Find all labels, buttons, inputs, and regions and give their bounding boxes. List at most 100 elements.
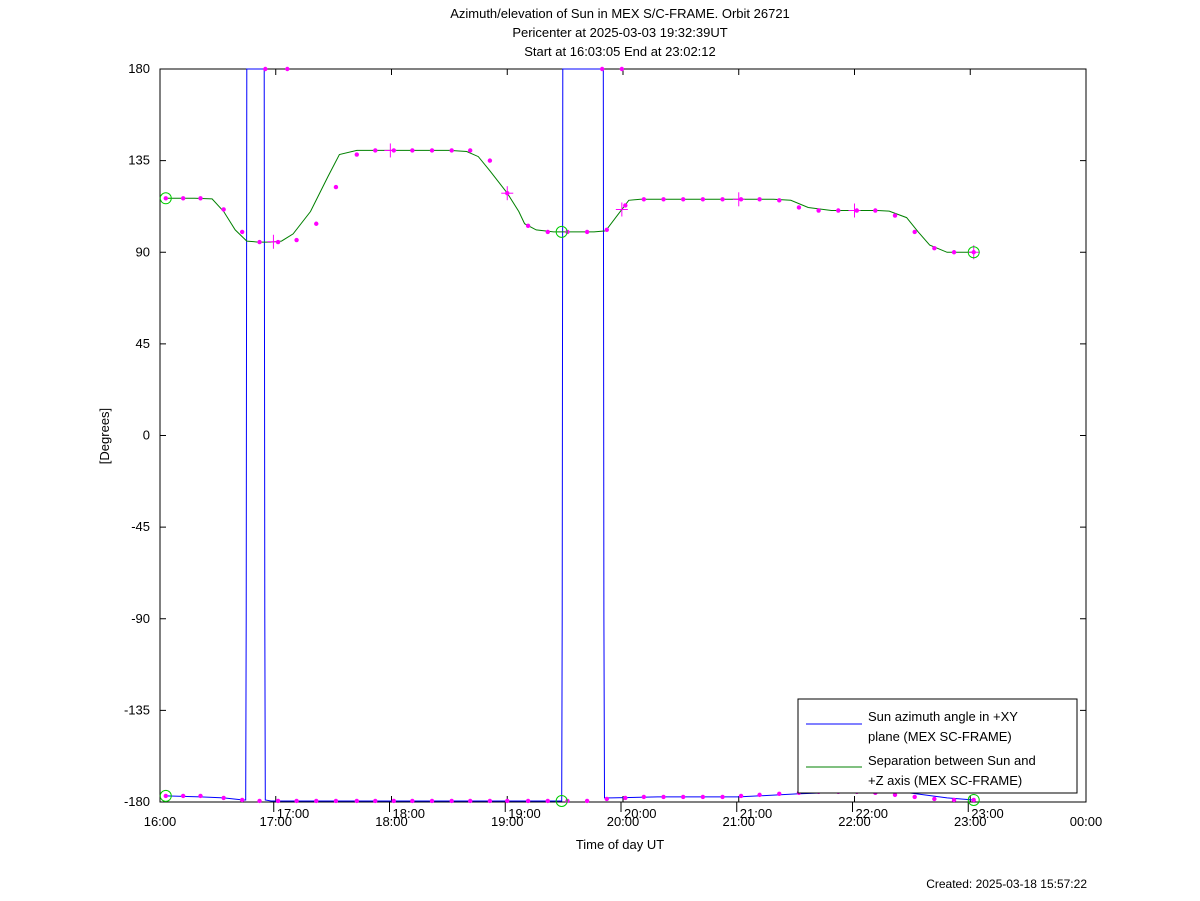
start-circle-separation (159, 192, 172, 205)
azimuth-marker (180, 793, 186, 799)
separation-marker (951, 250, 957, 255)
separation-marker (777, 198, 782, 203)
separation-marker (545, 229, 550, 235)
secondary-tick-label: 18:00 (393, 806, 426, 821)
series-azimuth-line (165, 68, 974, 802)
azimuth-marker (604, 796, 609, 802)
azimuth-marker (257, 798, 262, 804)
y-tick-label: 90 (136, 244, 150, 259)
azimuth-marker (163, 793, 168, 799)
x-tick-label: 22:00 (838, 814, 871, 829)
azimuth-marker (623, 795, 628, 801)
secondary-tick-label: 22:00 (856, 806, 889, 821)
separation-marker (757, 197, 762, 202)
azimuth-marker (700, 794, 706, 800)
chart-subtitle-pericenter: Pericenter at 2025-03-03 19:32:39UT (512, 25, 728, 40)
created-timestamp: Created: 2025-03-18 15:57:22 (926, 877, 1087, 891)
series-separation-line (165, 149, 974, 253)
x-tick-label: 20:00 (607, 814, 640, 829)
separation-marker (836, 208, 841, 213)
azimuth-marker (198, 793, 203, 799)
azimuth-wrap-marker (285, 66, 290, 72)
azimuth-marker (641, 794, 647, 800)
azimuth-marker (584, 798, 590, 804)
separation-marker (198, 196, 203, 201)
azimuth-marker (661, 794, 666, 800)
separation-marker (487, 158, 493, 163)
azimuth-marker (449, 798, 454, 804)
separation-marker (410, 148, 415, 153)
azimuth-marker (892, 792, 898, 798)
azimuth-marker (720, 794, 725, 800)
y-axis-ticks: -180 -135 -90 -45 0 45 90 135 180 (124, 61, 1086, 809)
separation-marker (720, 197, 725, 202)
separation-marker (525, 223, 531, 228)
azimuth-marker (932, 796, 937, 802)
separation-marker (429, 148, 435, 153)
marker-layer (159, 66, 980, 807)
x-tick-label: 21:00 (722, 814, 755, 829)
separation-marker (314, 221, 319, 226)
azimuth-marker (354, 798, 359, 804)
y-tick-label: 180 (128, 61, 150, 76)
azimuth-marker (239, 797, 245, 803)
x-tick-label: 19:00 (491, 814, 524, 829)
azimuth-wrap-marker (619, 66, 625, 72)
y-tick-label: 45 (136, 336, 150, 351)
azimuth-marker (525, 798, 531, 804)
separation-marker (873, 208, 878, 213)
azimuth-marker (487, 798, 493, 804)
separation-marker (180, 196, 186, 201)
secondary-tick-label: 19:00 (508, 806, 541, 821)
separation-marker (623, 203, 628, 208)
chart-title: Azimuth/elevation of Sun in MEX S/C-FRAM… (450, 6, 790, 21)
separation-marker (294, 237, 299, 243)
separation-marker (584, 229, 590, 235)
separation-marker (796, 205, 802, 210)
azimuth-marker (545, 798, 550, 804)
separation-marker (680, 197, 686, 202)
chart-title-block: Azimuth/elevation of Sun in MEX S/C-FRAM… (0, 4, 1200, 61)
azimuth-marker (951, 797, 957, 803)
separation-marker (700, 197, 706, 202)
legend-box (797, 698, 1078, 794)
y-tick-label: -90 (131, 611, 150, 626)
azimuth-marker (680, 794, 686, 800)
separation-marker (468, 148, 473, 153)
azimuth-marker (333, 798, 339, 804)
plot-frame (159, 68, 1087, 803)
azimuth-wrap-marker (263, 66, 268, 72)
separation-marker (449, 148, 454, 153)
start-circle-azimuth (159, 789, 172, 802)
secondary-time-ticks: 17:00 18:00 19:00 20:00 21:00 22:00 23:00 (273, 802, 1004, 821)
separation-marker (932, 245, 937, 251)
separation-marker (257, 239, 262, 245)
separation-marker (641, 197, 647, 202)
x-tick-label: 16:00 (144, 814, 177, 829)
azimuth-marker (468, 798, 473, 804)
chart-subtitle-start-end: Start at 16:03:05 End at 23:02:12 (524, 44, 716, 59)
x-tick-label: 00:00 (1070, 814, 1103, 829)
azimuth-marker (275, 798, 281, 804)
azimuth-wrap-marker (599, 66, 605, 72)
secondary-tick-label: 23:00 (971, 806, 1004, 821)
azimuth-marker (738, 793, 744, 799)
separation-marker (604, 227, 609, 233)
secondary-tick-label: 21:00 (740, 806, 773, 821)
y-tick-label: 0 (143, 428, 150, 443)
legend-label-azimuth-line2: plane (MEX SC-FRAME) (868, 729, 1012, 744)
pericenter-circle-azimuth (555, 794, 568, 807)
separation-marker (661, 197, 666, 202)
x-axis-label: Time of day UT (576, 837, 664, 852)
azimuth-marker (373, 798, 378, 804)
series-layer (165, 68, 974, 802)
azimuth-marker (391, 798, 397, 804)
azimuth-marker (314, 798, 319, 804)
separation-marker (239, 229, 245, 235)
azimuth-marker (429, 798, 435, 804)
end-circle-separation (967, 246, 980, 259)
secondary-tick-label: 17:00 (277, 806, 310, 821)
azimuth-marker (757, 792, 762, 798)
legend-label-azimuth-line1: Sun azimuth angle in +XY (868, 709, 1018, 724)
